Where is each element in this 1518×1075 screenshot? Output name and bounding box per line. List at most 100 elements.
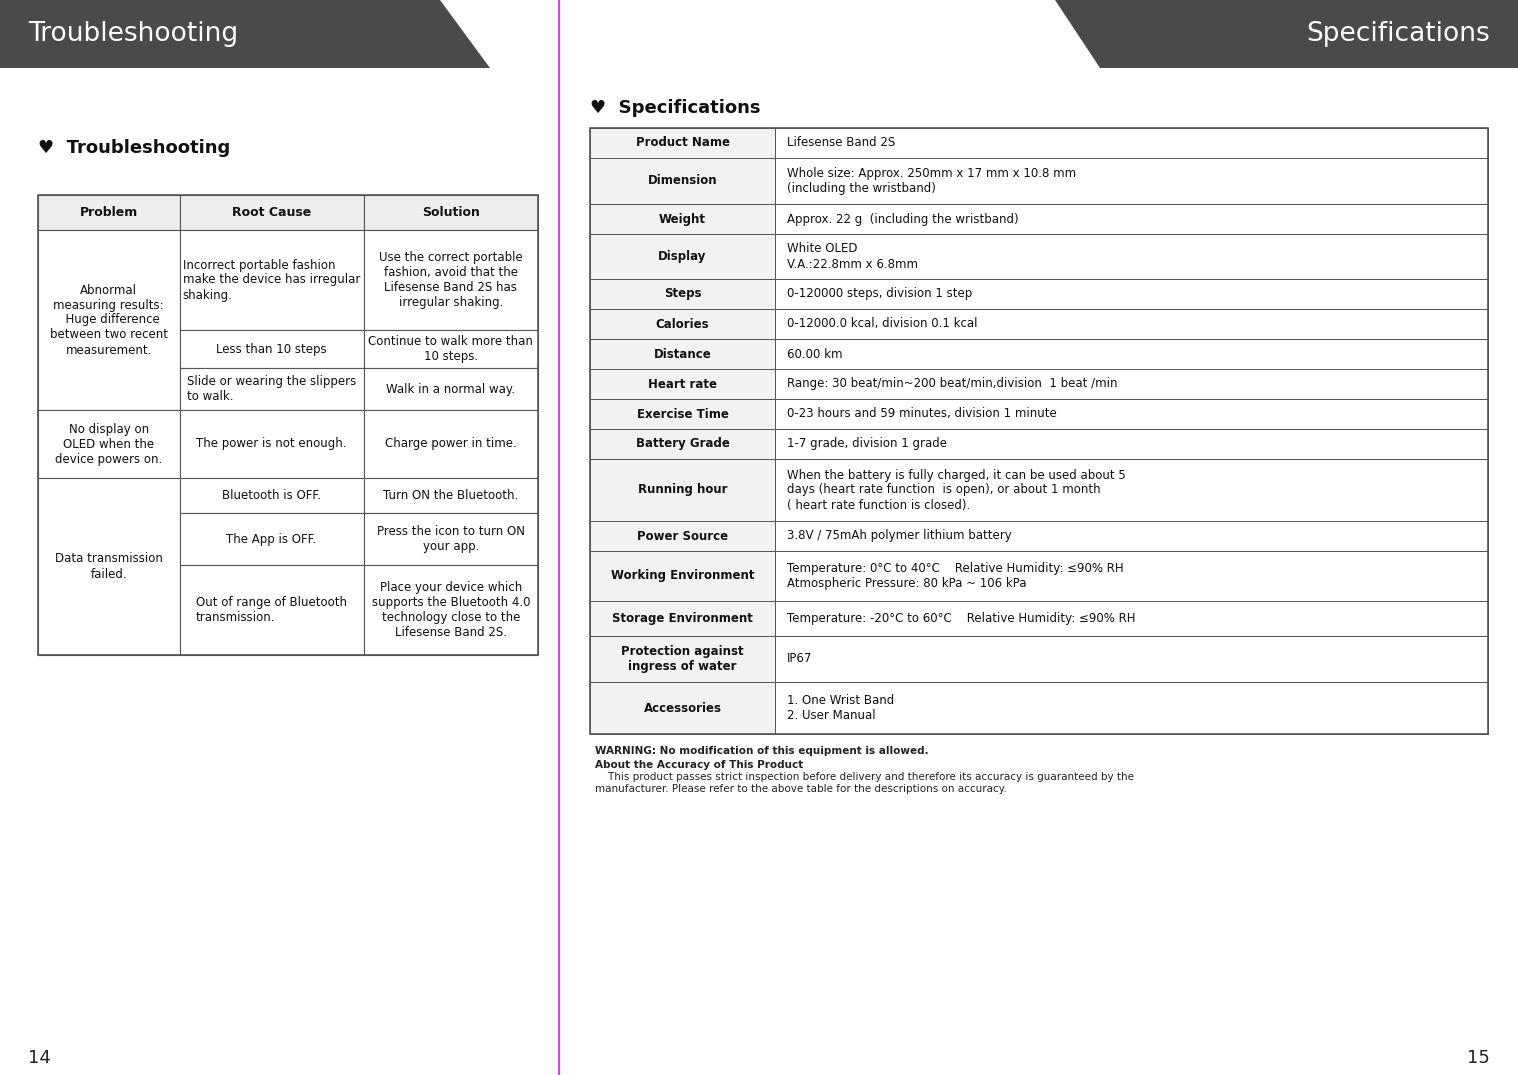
Text: Working Environment: Working Environment [610,570,754,583]
Text: Out of range of Bluetooth
transmission.: Out of range of Bluetooth transmission. [196,596,348,624]
FancyBboxPatch shape [591,280,776,309]
FancyBboxPatch shape [363,330,537,368]
FancyBboxPatch shape [591,234,776,280]
FancyBboxPatch shape [776,128,1488,158]
FancyBboxPatch shape [179,330,363,368]
Text: Weight: Weight [659,213,706,226]
FancyBboxPatch shape [591,521,776,551]
FancyBboxPatch shape [591,369,776,399]
Text: Dimension: Dimension [648,174,718,187]
FancyBboxPatch shape [776,339,1488,369]
FancyBboxPatch shape [179,478,363,513]
Text: Steps: Steps [663,287,701,301]
FancyBboxPatch shape [591,551,776,601]
Text: Turn ON the Bluetooth.: Turn ON the Bluetooth. [383,489,518,502]
Text: Temperature: -20°C to 60°C    Relative Humidity: ≤90% RH: Temperature: -20°C to 60°C Relative Humi… [786,612,1135,625]
Text: Lifesense Band 2S: Lifesense Band 2S [786,137,896,149]
Text: WARNING: No modification of this equipment is allowed.: WARNING: No modification of this equipme… [595,746,929,756]
FancyBboxPatch shape [179,513,363,565]
FancyBboxPatch shape [776,204,1488,234]
Text: The App is OFF.: The App is OFF. [226,532,317,545]
FancyBboxPatch shape [776,682,1488,734]
FancyBboxPatch shape [179,230,363,330]
Text: Display: Display [659,250,707,263]
FancyBboxPatch shape [591,339,776,369]
Text: ♥  Troubleshooting: ♥ Troubleshooting [38,139,231,157]
FancyBboxPatch shape [776,280,1488,309]
Text: About the Accuracy of This Product: About the Accuracy of This Product [595,760,803,770]
FancyBboxPatch shape [363,195,537,230]
Polygon shape [0,0,490,68]
Text: Bluetooth is OFF.: Bluetooth is OFF. [222,489,320,502]
FancyBboxPatch shape [591,636,776,682]
Text: Troubleshooting: Troubleshooting [27,22,238,47]
FancyBboxPatch shape [363,230,537,330]
Text: 15: 15 [1466,1049,1491,1067]
Text: Storage Environment: Storage Environment [612,612,753,625]
FancyBboxPatch shape [776,158,1488,204]
Text: 60.00 km: 60.00 km [786,347,842,360]
FancyBboxPatch shape [179,410,363,478]
FancyBboxPatch shape [363,565,537,655]
Text: Abnormal
measuring results:
  Huge difference
between two recent
measurement.: Abnormal measuring results: Huge differe… [50,284,168,357]
Text: Data transmission
failed.: Data transmission failed. [55,553,162,581]
Text: 0-12000.0 kcal, division 0.1 kcal: 0-12000.0 kcal, division 0.1 kcal [786,317,978,330]
Text: Temperature: 0°C to 40°C    Relative Humidity: ≤90% RH
Atmospheric Pressure: 80 : Temperature: 0°C to 40°C Relative Humidi… [786,562,1123,590]
FancyBboxPatch shape [776,636,1488,682]
Text: 1-7 grade, division 1 grade: 1-7 grade, division 1 grade [786,438,947,450]
FancyBboxPatch shape [776,601,1488,636]
Text: 0-23 hours and 59 minutes, division 1 minute: 0-23 hours and 59 minutes, division 1 mi… [786,407,1057,420]
Text: Approx. 22 g  (including the wristband): Approx. 22 g (including the wristband) [786,213,1019,226]
FancyBboxPatch shape [776,369,1488,399]
FancyBboxPatch shape [591,682,776,734]
FancyBboxPatch shape [776,429,1488,459]
FancyBboxPatch shape [363,478,537,513]
Text: 14: 14 [27,1049,52,1067]
FancyBboxPatch shape [38,478,179,655]
FancyBboxPatch shape [776,521,1488,551]
Text: 0-120000 steps, division 1 step: 0-120000 steps, division 1 step [786,287,972,301]
FancyBboxPatch shape [591,128,776,158]
FancyBboxPatch shape [591,399,776,429]
Text: Place your device which
supports the Bluetooth 4.0
technology close to the
Lifes: Place your device which supports the Blu… [372,580,530,639]
Text: Exercise Time: Exercise Time [636,407,729,420]
Text: Power Source: Power Source [638,530,729,543]
Text: When the battery is fully charged, it can be used about 5
days (heart rate funct: When the battery is fully charged, it ca… [786,469,1126,512]
Text: Protection against
ingress of water: Protection against ingress of water [621,645,744,673]
Text: Incorrect portable fashion
make the device has irregular
shaking.: Incorrect portable fashion make the devi… [182,258,360,301]
FancyBboxPatch shape [591,601,776,636]
FancyBboxPatch shape [776,551,1488,601]
Text: IP67: IP67 [786,653,812,665]
Text: Problem: Problem [79,206,138,219]
Text: Walk in a normal way.: Walk in a normal way. [386,383,515,396]
FancyBboxPatch shape [591,309,776,339]
Text: Continue to walk more than
10 steps.: Continue to walk more than 10 steps. [369,335,533,363]
FancyBboxPatch shape [179,565,363,655]
FancyBboxPatch shape [591,459,776,521]
Text: Whole size: Approx. 250mm x 17 mm x 10.8 mm
(including the wristband): Whole size: Approx. 250mm x 17 mm x 10.8… [786,167,1076,195]
Text: Charge power in time.: Charge power in time. [386,438,516,450]
Text: The power is not enough.: The power is not enough. [196,438,346,450]
Text: 1. One Wrist Band
2. User Manual: 1. One Wrist Band 2. User Manual [786,694,894,722]
FancyBboxPatch shape [38,230,179,410]
Text: Less than 10 steps: Less than 10 steps [216,343,326,356]
FancyBboxPatch shape [179,195,363,230]
Text: White OLED
V.A.:22.8mm x 6.8mm: White OLED V.A.:22.8mm x 6.8mm [786,243,918,271]
Text: This product passes strict inspection before delivery and therefore its accuracy: This product passes strict inspection be… [595,772,1134,793]
FancyBboxPatch shape [363,410,537,478]
FancyBboxPatch shape [591,158,776,204]
FancyBboxPatch shape [363,513,537,565]
Text: Specifications: Specifications [1307,22,1491,47]
Text: Press the icon to turn ON
your app.: Press the icon to turn ON your app. [376,525,525,553]
Polygon shape [1055,0,1518,68]
Text: Use the correct portable
fashion, avoid that the
Lifesense Band 2S has
irregular: Use the correct portable fashion, avoid … [380,250,522,309]
Text: 3.8V / 75mAh polymer lithium battery: 3.8V / 75mAh polymer lithium battery [786,530,1013,543]
FancyBboxPatch shape [776,399,1488,429]
FancyBboxPatch shape [776,459,1488,521]
Text: Calories: Calories [656,317,709,330]
Text: Heart rate: Heart rate [648,377,716,390]
FancyBboxPatch shape [363,368,537,410]
Text: Root Cause: Root Cause [232,206,311,219]
Text: Range: 30 beat/min~200 beat/min,division  1 beat /min: Range: 30 beat/min~200 beat/min,division… [786,377,1117,390]
FancyBboxPatch shape [776,234,1488,280]
